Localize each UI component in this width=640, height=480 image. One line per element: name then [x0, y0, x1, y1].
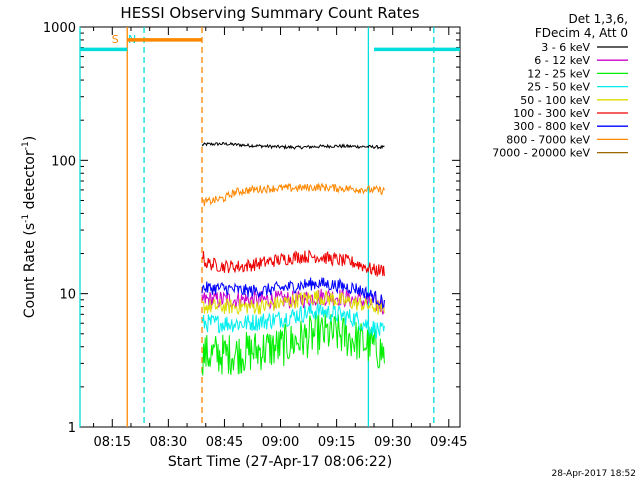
- y-tick-label: 10: [59, 288, 76, 303]
- legend-label: 6 - 12 keV: [534, 54, 590, 67]
- y-tick-label: 1000: [43, 21, 76, 36]
- series-line: [201, 182, 385, 207]
- series-line: [201, 249, 385, 278]
- legend-label: 800 - 7000 keV: [506, 133, 590, 146]
- x-tick-label: 08:45: [206, 435, 243, 450]
- series-line: [201, 141, 385, 150]
- axis-ticks: 08:15 08:30 08:45 09:00 09:15 09:30 09:45 1 10 10…: [43, 21, 468, 450]
- x-tick-label: 08:15: [94, 435, 131, 450]
- plot-frame: [79, 26, 461, 428]
- marker-label: S: [112, 33, 119, 46]
- y-label-mid: detector: [22, 150, 38, 214]
- x-tick-label: 09:00: [262, 435, 299, 450]
- legend-label: 100 - 300 keV: [513, 107, 590, 120]
- y-label-main: Count Rate (s: [22, 223, 38, 318]
- legend-label: 3 - 6 keV: [541, 41, 590, 54]
- legend-label: 7000 - 20000 keV: [492, 147, 590, 160]
- y-axis-label: Count Rate (s-1 detector-1): [21, 136, 38, 318]
- y-label-end: ): [22, 136, 38, 141]
- series-line: [201, 289, 385, 316]
- x-tick-label: 08:30: [150, 435, 187, 450]
- footer-timestamp: 28-Apr-2017 18:52: [552, 469, 636, 479]
- y-label-sup2: -1: [21, 141, 31, 150]
- y-label-sup1: -1: [21, 214, 31, 223]
- series-line: [201, 277, 385, 310]
- x-tick-label: 09:15: [318, 435, 355, 450]
- legend-header-2: FDecim 4, Att 0: [535, 26, 628, 40]
- y-tick-label: 100: [51, 154, 76, 169]
- legend-label: 300 - 800 keV: [513, 120, 590, 133]
- legend-label: 25 - 50 keV: [527, 81, 590, 94]
- legend-label: 50 - 100 keV: [520, 94, 590, 107]
- series-line: [201, 301, 385, 339]
- observing-markers: SN: [79, 27, 460, 427]
- series-layer: [201, 141, 385, 376]
- legend-label: 12 - 25 keV: [527, 67, 590, 80]
- x-axis-label: Start Time (27-Apr-17 08:06:22): [168, 454, 392, 470]
- legend-header-1: Det 1,3,6,: [569, 12, 629, 26]
- x-tick-label: 09:30: [374, 435, 411, 450]
- series-line: [201, 312, 385, 376]
- y-tick-label: 1: [68, 421, 76, 436]
- chart-title: HESSI Observing Summary Count Rates: [120, 4, 419, 22]
- x-tick-label: 09:45: [430, 435, 467, 450]
